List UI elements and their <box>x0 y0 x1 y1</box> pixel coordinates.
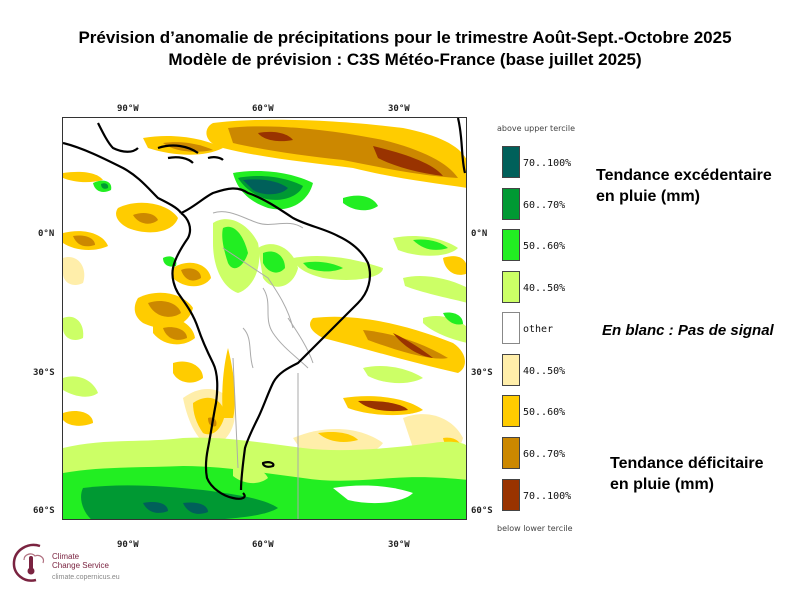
thermometer-cloud-icon <box>12 543 45 582</box>
legend-top-caption: above upper tercile <box>497 124 575 133</box>
legend-label: 70..100% <box>523 158 572 169</box>
legend-item-below-40-50: 40..50% <box>502 354 592 388</box>
legend-swatch <box>502 354 520 386</box>
legend-item-below-50-60: 50..60% <box>502 395 592 429</box>
y-tick-left-30s: 30°S <box>33 368 55 378</box>
page-title: Prévision d’anomalie de précipitations p… <box>78 28 732 47</box>
legend-swatch <box>502 188 520 220</box>
x-tick-top-90w: 90°W <box>117 104 139 114</box>
copernicus-logo: Climate Change Service climate.copernicu… <box>10 540 160 586</box>
precipitation-anomaly-map <box>62 117 467 520</box>
legend-label: 60..70% <box>523 200 566 211</box>
legend-swatch <box>502 395 520 427</box>
x-tick-top-30w: 30°W <box>388 104 410 114</box>
x-tick-bottom-60w: 60°W <box>252 540 274 550</box>
y-tick-right-0n: 0°N <box>471 229 488 239</box>
y-tick-left-60s: 60°S <box>33 506 55 516</box>
legend-label: 40..50% <box>523 283 566 294</box>
legend-swatch <box>502 146 520 178</box>
logo-url: climate.copernicus.eu <box>52 574 120 581</box>
wet-trend-line2: en pluie (mm) <box>596 188 701 205</box>
legend-bottom-caption: below lower tercile <box>497 524 573 533</box>
x-tick-bottom-30w: 30°W <box>388 540 410 550</box>
legend-item-below-70-100: 70..100% <box>502 479 592 513</box>
legend-label: 40..50% <box>523 366 566 377</box>
legend-item-above-70-100: 70..100% <box>502 146 592 180</box>
wet-trend-note: Tendance excédentaire en pluie (mm) <box>596 165 772 207</box>
y-tick-left-0n: 0°N <box>38 229 55 239</box>
legend-item-other: other <box>502 312 592 346</box>
legend-label: 60..70% <box>523 449 566 460</box>
legend-label: 50..60% <box>523 241 566 252</box>
legend-swatch <box>502 479 520 511</box>
legend-swatch <box>502 437 520 469</box>
dry-trend-line2: en pluie (mm) <box>610 476 715 493</box>
logo-name-line1: Climate <box>52 552 80 561</box>
legend-swatch <box>502 312 520 344</box>
legend-item-above-40-50: 40..50% <box>502 271 592 305</box>
legend-label: 50..60% <box>523 407 566 418</box>
y-tick-right-30s: 30°S <box>471 368 493 378</box>
wet-trend-line1: Tendance excédentaire <box>596 167 772 184</box>
page-subtitle: Modèle de prévision : C3S Météo-France (… <box>168 50 642 69</box>
dry-trend-note: Tendance déficitaire en pluie (mm) <box>610 453 764 495</box>
x-tick-bottom-90w: 90°W <box>117 540 139 550</box>
legend-item-above-60-70: 60..70% <box>502 188 592 222</box>
dry-trend-line1: Tendance déficitaire <box>610 455 764 472</box>
legend-item-below-60-70: 60..70% <box>502 437 592 471</box>
no-signal-note: En blanc : Pas de signal <box>602 322 774 339</box>
map-graphic <box>63 118 466 519</box>
legend-item-above-50-60: 50..60% <box>502 229 592 263</box>
legend-swatch <box>502 229 520 261</box>
logo-name-line2: Change Service <box>52 561 109 570</box>
legend-label: other <box>523 324 554 335</box>
legend-swatch <box>502 271 520 303</box>
y-tick-right-60s: 60°S <box>471 506 493 516</box>
legend-label: 70..100% <box>523 491 572 502</box>
x-tick-top-60w: 60°W <box>252 104 274 114</box>
